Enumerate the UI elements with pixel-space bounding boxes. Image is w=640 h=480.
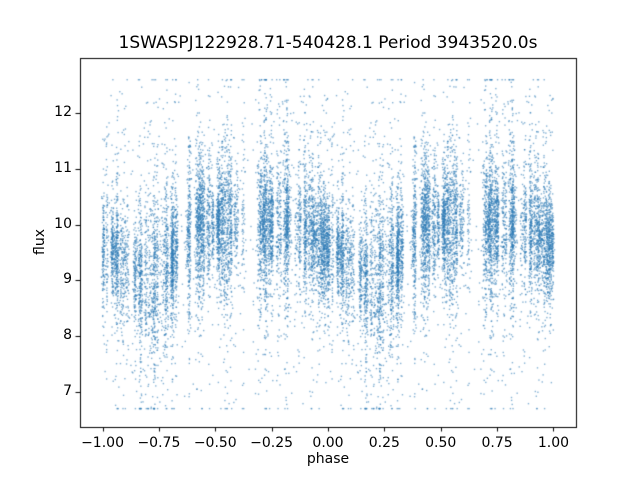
y-tick-label: 7 [63,382,72,399]
y-axis-label: flux [32,229,48,255]
y-tick-label: 9 [63,271,72,288]
x-tick-label: −0.75 [137,435,181,451]
x-tick-label: 0.50 [425,435,457,451]
y-tick-label: 8 [63,327,72,344]
x-tick-label: −0.25 [250,435,294,451]
x-tick-label: −1.00 [81,435,124,451]
y-tick-label: 11 [54,159,72,176]
x-tick-label: 1.00 [537,435,570,451]
x-axis-label: phase [306,451,350,467]
x-tick-label: 0.75 [481,435,513,451]
x-tick-label: 0.00 [312,435,344,451]
chart-title: 1SWASPJ122928.71-540428.1 Period 3943520… [118,33,538,53]
y-tick-label: 12 [54,104,72,121]
y-tick-label: 10 [54,215,72,232]
x-tick-label: 0.25 [368,435,400,451]
x-tick-label: −0.50 [193,435,237,451]
